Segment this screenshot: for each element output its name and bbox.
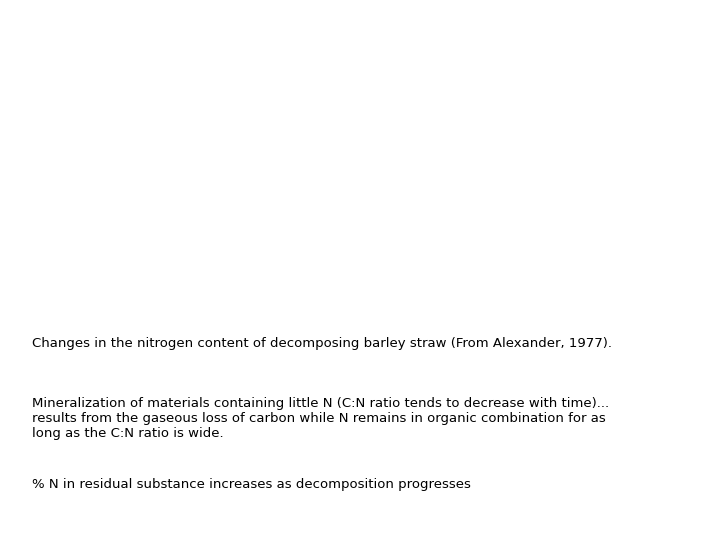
Text: Changes in the nitrogen content of decomposing barley straw (From Alexander, 197: Changes in the nitrogen content of decom… bbox=[32, 338, 613, 350]
Text: Mineralization of materials containing little N (C:N ratio tends to decrease wit: Mineralization of materials containing l… bbox=[32, 397, 610, 440]
Text: % N in residual substance increases as decomposition progresses: % N in residual substance increases as d… bbox=[32, 478, 472, 491]
